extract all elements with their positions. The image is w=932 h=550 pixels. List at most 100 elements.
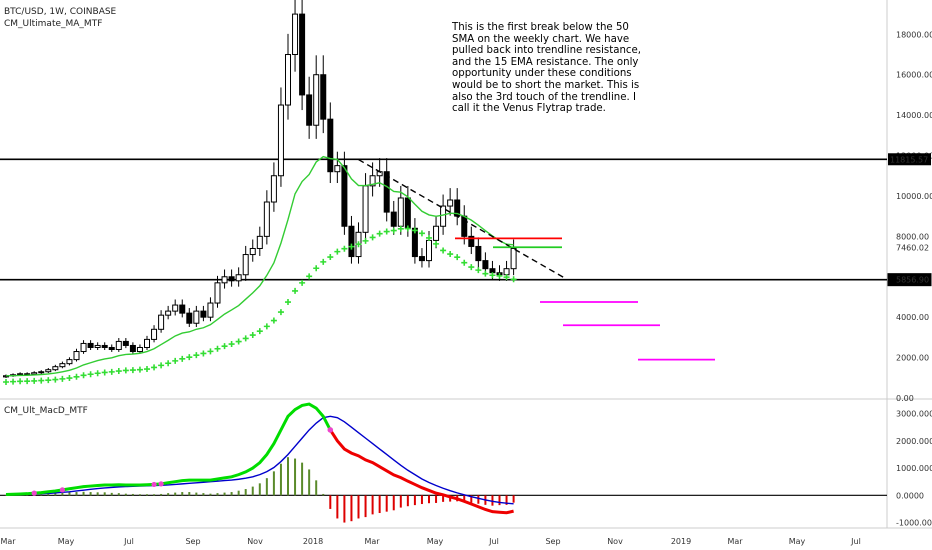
- sma50-marker: [45, 377, 52, 384]
- sma50-marker: [489, 272, 496, 279]
- y-tick-label: 2000.00: [896, 354, 929, 363]
- sma50-marker: [129, 367, 136, 374]
- sma50-marker: [214, 345, 221, 352]
- sma50-marker: [242, 335, 249, 342]
- sma50-marker: [80, 372, 87, 379]
- price-label-box: [887, 273, 932, 287]
- candle-body: [129, 344, 136, 353]
- sma50-marker: [200, 350, 207, 357]
- sma50-marker: [73, 373, 80, 380]
- cross-marker: [31, 490, 37, 496]
- sma50-marker: [475, 267, 482, 274]
- candle-body: [242, 254, 249, 276]
- candle-body: [193, 310, 200, 324]
- header-indicator-bottom: CM_Ult_MacD_MTF: [4, 406, 88, 416]
- candle-body: [306, 94, 313, 126]
- sma50-marker: [151, 364, 158, 371]
- candle-body: [320, 74, 327, 120]
- candle-body: [94, 344, 101, 348]
- sma50-marker: [404, 225, 411, 232]
- x-tick-label: Jul: [123, 537, 134, 546]
- sma50-marker: [362, 237, 369, 244]
- candle-body: [87, 342, 94, 348]
- x-tick-label: Mar: [727, 537, 743, 546]
- candle-body: [489, 268, 496, 274]
- cross-marker: [158, 481, 164, 487]
- candle-body: [235, 274, 242, 282]
- macd-panel: [0, 402, 887, 523]
- candle-body: [468, 235, 475, 247]
- candle-body: [348, 225, 355, 258]
- sma50-marker: [299, 279, 306, 286]
- sma50-marker: [59, 375, 66, 382]
- candle-body: [369, 175, 376, 187]
- candle-body: [207, 302, 214, 318]
- macd-y-tick: 3000.0000: [896, 410, 932, 419]
- sma50-marker: [397, 225, 404, 232]
- candle-body: [108, 346, 115, 351]
- x-tick-label: May: [58, 537, 75, 546]
- candle-body: [179, 304, 186, 314]
- price-label-box: [888, 153, 931, 166]
- sma50-marker: [376, 230, 383, 237]
- sma50-marker: [66, 375, 73, 382]
- candle-body: [66, 359, 73, 365]
- sma50-marker: [510, 276, 517, 283]
- candle-body: [59, 363, 66, 368]
- sma50-marker: [179, 355, 186, 362]
- candle-body: [221, 276, 228, 284]
- y-tick-label: 8000.00: [896, 232, 929, 241]
- candle-body: [31, 372, 38, 375]
- candle-body: [165, 310, 172, 316]
- x-tick-label: Sep: [185, 537, 200, 546]
- x-tick-label: Jul: [488, 537, 499, 546]
- candle-body: [334, 165, 341, 173]
- candle-body: [122, 340, 129, 346]
- signal-line: [5, 415, 514, 505]
- sma50-marker: [313, 265, 320, 272]
- ema15-line: [5, 155, 514, 377]
- y-tick-label: 18000.00: [896, 30, 932, 39]
- sma50-marker: [38, 377, 45, 384]
- candle-body: [256, 235, 263, 249]
- x-tick-label: Jul: [850, 537, 861, 546]
- header-symbol: BTC/USD, 1W, COINBASE: [4, 7, 117, 17]
- candle-body: [383, 171, 390, 213]
- macd-y-tick: -1000.0000: [896, 519, 932, 528]
- sma50-marker: [426, 234, 432, 241]
- y-tick-label: 14000.00: [896, 111, 932, 120]
- candle-body: [186, 312, 193, 324]
- x-tick-label: Nov: [607, 537, 623, 546]
- macd-y-tick: 1000.0000: [896, 464, 932, 473]
- sma50-marker: [221, 343, 228, 350]
- candle-body: [418, 256, 425, 262]
- candle-body: [397, 197, 404, 227]
- candle-body: [475, 245, 482, 262]
- sma50-marker: [320, 258, 327, 265]
- y-tick-label: 10000.00: [896, 192, 932, 201]
- sma50-marker: [334, 248, 341, 255]
- candle-body: [228, 276, 235, 282]
- candle-body: [45, 369, 52, 373]
- sma50-marker: [235, 338, 242, 345]
- sma50-marker: [31, 377, 38, 384]
- candle-body: [101, 344, 108, 348]
- sma50-marker: [165, 360, 172, 367]
- sma50-marker: [411, 227, 418, 234]
- sma50-marker: [418, 230, 425, 237]
- candle-body: [341, 165, 348, 227]
- candle-body: [172, 304, 179, 312]
- y-tick-label: 5856.90: [896, 276, 929, 285]
- sma50-marker: [3, 378, 9, 385]
- cross-marker: [151, 481, 157, 488]
- macd-y-tick: 2000.0000: [896, 437, 932, 446]
- x-tick-label: Mar: [364, 537, 380, 546]
- candle-body: [17, 373, 24, 376]
- sma50-marker: [277, 309, 284, 316]
- candle-body: [80, 342, 87, 353]
- x-tick-label: May: [427, 537, 444, 546]
- sma50-marker: [440, 247, 447, 254]
- sma50-marker: [454, 254, 461, 261]
- candle-body: [200, 310, 207, 318]
- sma50-marker: [468, 264, 475, 271]
